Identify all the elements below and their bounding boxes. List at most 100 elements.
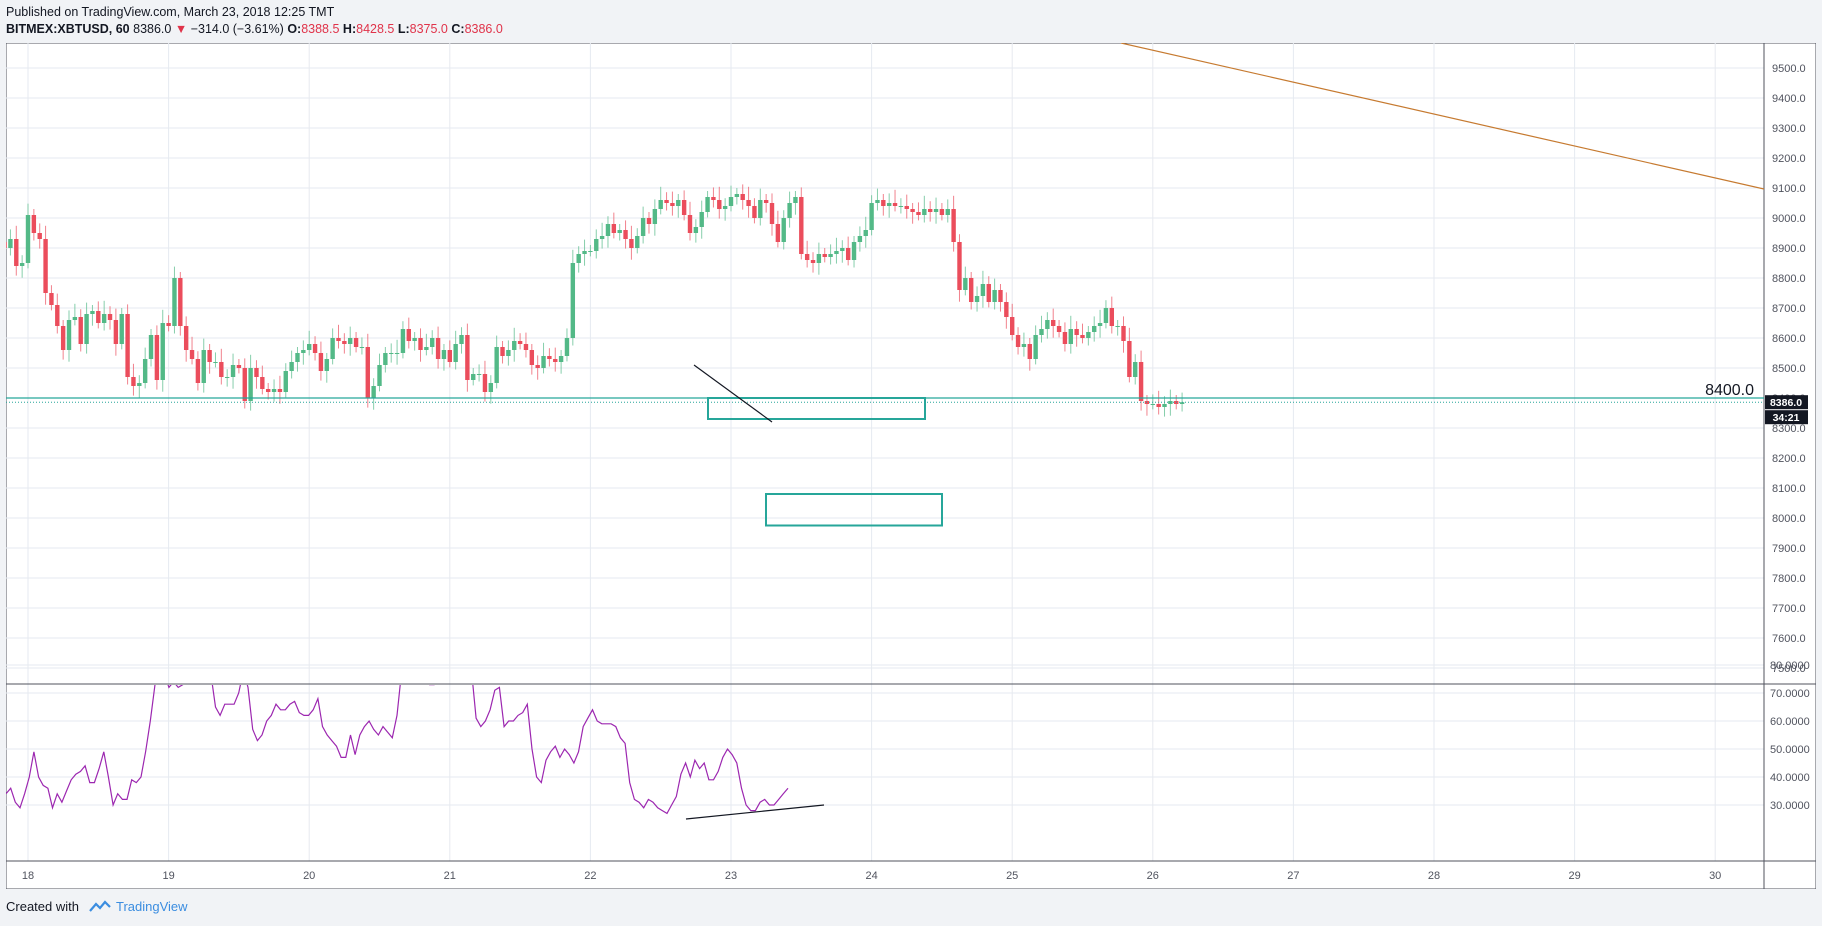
time-tick-label: 30 xyxy=(1709,870,1721,882)
candle-body xyxy=(652,209,658,224)
countdown-badge xyxy=(1765,410,1808,425)
candle-body xyxy=(113,320,119,344)
change-arrow-icon: ▼ xyxy=(174,22,188,36)
candle-body xyxy=(769,203,775,224)
price-tick-label: 8000.0 xyxy=(1772,513,1806,525)
chart-panel[interactable]: 7500.0 7600.0 7700.0 7800.0 7900.0 8000.0 8100… xyxy=(6,43,1816,889)
time-tick-label: 18 xyxy=(22,870,34,882)
candle-body xyxy=(195,359,201,383)
time-tick-label: 24 xyxy=(865,870,877,882)
candle-body xyxy=(500,347,505,356)
candle-body xyxy=(90,311,95,314)
candle-body xyxy=(845,248,851,260)
candle-body xyxy=(418,338,423,350)
candle-body xyxy=(101,314,107,323)
candle-body xyxy=(646,218,652,224)
candle-body xyxy=(406,329,411,341)
last-price: 8386.0 xyxy=(133,22,172,36)
candle-body xyxy=(617,230,622,233)
rsi-tick-label: 70.0000 xyxy=(1770,688,1810,700)
candle-body xyxy=(734,194,740,197)
candle-body xyxy=(348,338,353,344)
candle-body xyxy=(183,326,189,350)
candle-body xyxy=(459,335,464,344)
candle-body xyxy=(248,368,253,401)
candle-body xyxy=(213,362,218,363)
candle-body xyxy=(558,356,564,362)
candle-body xyxy=(224,377,230,378)
candle-body xyxy=(371,386,376,398)
price-tick-label: 9300.0 xyxy=(1772,123,1806,135)
candle-body xyxy=(465,335,470,380)
candle-body xyxy=(998,290,1003,302)
candle-body xyxy=(25,215,31,263)
candle-body xyxy=(570,263,576,338)
candle-body xyxy=(676,200,681,206)
candle-body xyxy=(1068,329,1073,344)
candle-body xyxy=(137,383,142,386)
tradingview-link[interactable]: TradingView xyxy=(116,899,188,914)
candle-body xyxy=(430,338,435,347)
candle-body xyxy=(951,209,956,242)
candle-body xyxy=(758,200,763,218)
candle-body xyxy=(119,314,124,344)
candle-body xyxy=(330,338,335,359)
time-tick-label: 22 xyxy=(584,870,596,882)
candle-body xyxy=(1109,308,1114,326)
price-chart[interactable]: 7500.0 7600.0 7700.0 7800.0 7900.0 8000.0 8100… xyxy=(6,43,1816,889)
candle-body xyxy=(605,224,611,236)
candle-body xyxy=(828,254,833,257)
price-tick-label: 8200.0 xyxy=(1772,453,1806,465)
candle-body xyxy=(359,347,365,348)
candle-body xyxy=(476,374,482,375)
candle-body xyxy=(96,311,101,323)
time-tick-label: 20 xyxy=(303,870,315,882)
candle-body xyxy=(400,329,406,353)
candle-body xyxy=(277,389,283,392)
price-tick-label: 7700.0 xyxy=(1772,603,1806,615)
candle-body xyxy=(312,344,318,353)
price-tick-label: 8100.0 xyxy=(1772,483,1806,495)
candle-body xyxy=(892,203,898,206)
price-tick-label: 8900.0 xyxy=(1772,243,1806,255)
candle-body xyxy=(1086,332,1091,338)
candle-body xyxy=(154,335,160,380)
close-value: 8386.0 xyxy=(464,22,503,36)
candle-body xyxy=(1156,404,1161,407)
candle-body xyxy=(793,197,798,203)
candle-body xyxy=(353,338,359,347)
candle-body xyxy=(230,365,236,377)
candle-body xyxy=(939,209,945,215)
candle-body xyxy=(66,320,72,350)
candle-body xyxy=(172,278,177,326)
close-label: C: xyxy=(451,22,465,36)
candle-body xyxy=(740,194,745,200)
candle-body xyxy=(728,197,734,206)
candle-body xyxy=(189,350,195,359)
candle-body xyxy=(178,278,183,326)
candle-body xyxy=(599,236,605,239)
candle-body xyxy=(1004,302,1009,317)
candle-body xyxy=(1179,402,1185,404)
candle-body xyxy=(307,344,312,350)
candle-body xyxy=(933,209,939,212)
candle-body xyxy=(541,356,546,368)
time-tick-label: 27 xyxy=(1287,870,1299,882)
candle-body xyxy=(365,347,370,398)
candle-body xyxy=(922,209,927,215)
candle-body xyxy=(201,350,206,383)
candle-body xyxy=(301,350,306,353)
candle-body xyxy=(318,353,324,371)
candle-body xyxy=(1039,329,1044,335)
candle-body xyxy=(711,197,716,200)
support-zone-upper xyxy=(707,397,926,420)
rsi-tick-label: 50.0000 xyxy=(1770,744,1810,756)
candle-body xyxy=(974,296,980,302)
candle-body xyxy=(72,317,78,320)
rsi-tick-label: 60.0000 xyxy=(1770,716,1810,728)
candle-body xyxy=(383,353,388,365)
candle-body xyxy=(271,389,277,392)
symbol-name[interactable]: BITMEX:XBTUSD, 60 xyxy=(6,22,130,36)
price-tick-label: 7900.0 xyxy=(1772,543,1806,555)
time-tick-label: 29 xyxy=(1568,870,1580,882)
